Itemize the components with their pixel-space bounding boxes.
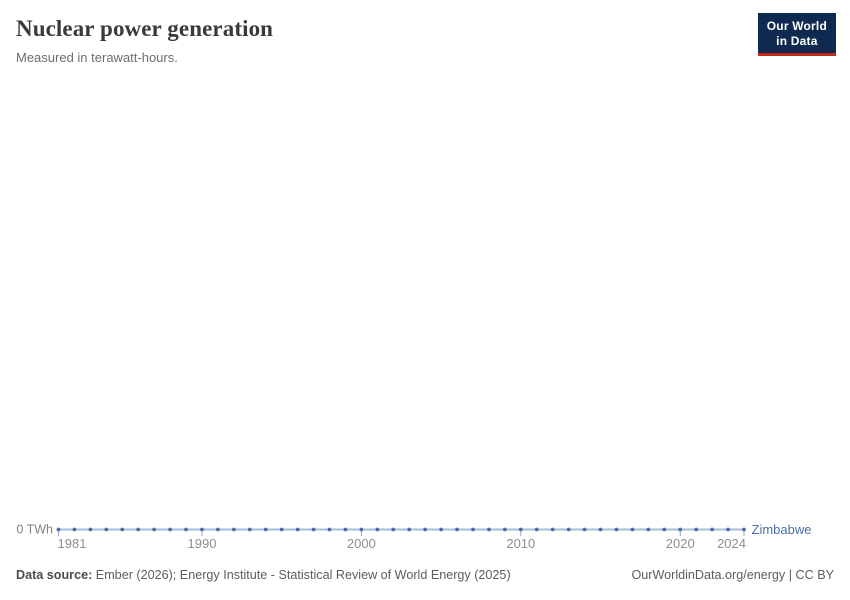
owid-url-license[interactable]: OurWorldinData.org/energy | CC BY [631,568,834,582]
x-axis-labels: 1981 1990 2000 2010 2020 2024 [58,536,747,551]
svg-text:2024: 2024 [717,536,746,551]
chart-subtitle: Measured in terawatt-hours. [16,50,178,65]
owid-logo[interactable]: Our World in Data [757,13,836,56]
y-axis-zero-label: 0 TWh [16,523,53,537]
owid-logo-line1: Our World [766,19,827,33]
page-title: Nuclear power generation [16,16,274,41]
x-axis-area[interactable]: 1981 1990 2000 2010 2020 2024 0 TWh Zimbabwe [0,503,850,563]
plot-area[interactable] [0,72,850,504]
chart-footer: Data source: Ember (2026); Energy Instit… [16,567,834,583]
axis-svg[interactable]: 1981 1990 2000 2010 2020 2024 0 TWh Zimbabwe [0,503,850,563]
data-source-text: Ember (2026); Energy Institute - Statist… [92,568,511,582]
line-series-zimbabwe[interactable] [56,527,746,532]
svg-text:1990: 1990 [188,536,217,551]
svg-text:2000: 2000 [347,536,376,551]
svg-text:2010: 2010 [506,536,535,551]
data-source-note[interactable]: Data source: Ember (2026); Energy Instit… [16,567,511,583]
series-label-zimbabwe[interactable]: Zimbabwe [752,522,812,537]
svg-text:1981: 1981 [58,536,87,551]
owid-logo-line2: in Data [776,34,818,48]
chart-header: Nuclear power generation Measured in ter… [16,14,834,66]
data-source-label: Data source: [16,568,93,582]
svg-text:2020: 2020 [666,536,695,551]
